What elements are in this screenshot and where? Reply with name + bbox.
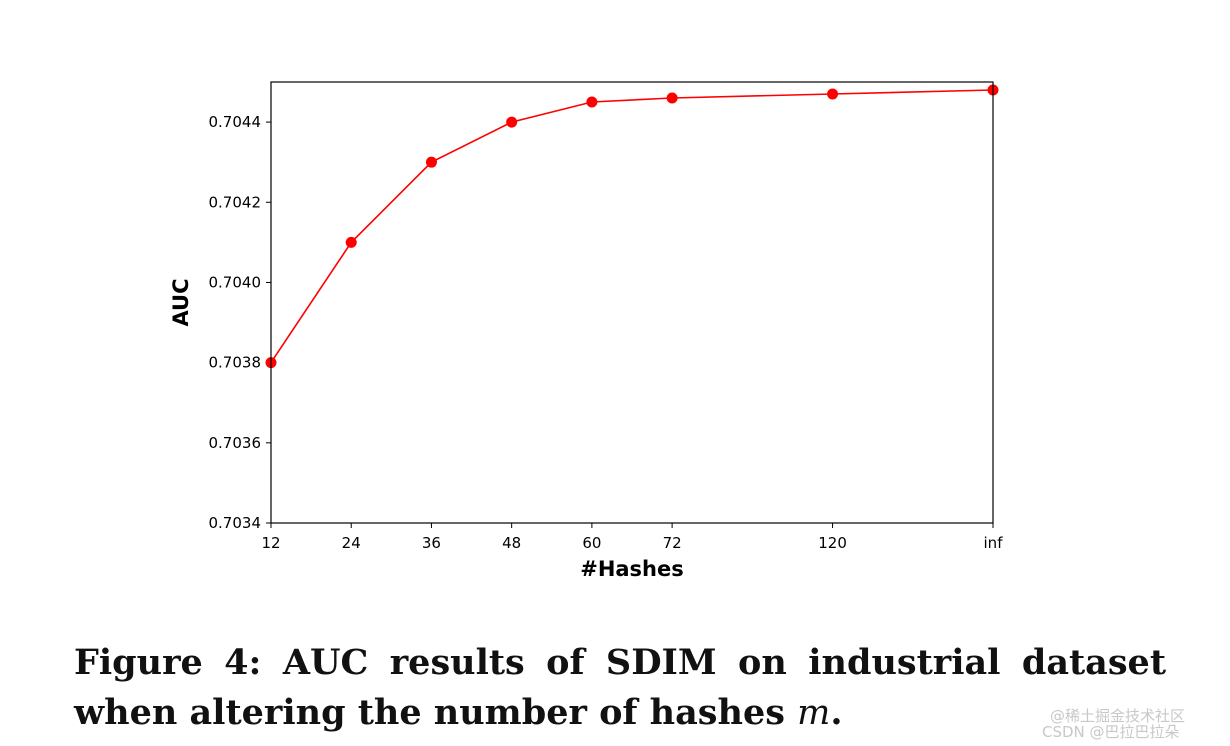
data-point — [425, 156, 437, 168]
figure-caption: Figure 4: AUC results of SDIM on industr… — [74, 638, 1166, 738]
plot-frame — [270, 81, 994, 524]
caption-variable: m — [797, 693, 831, 733]
auc-line-chart: 0.7034 0.7036 0.7038 0.7040 0.7042 0.7044 12 2… — [169, 81, 1003, 581]
data-point — [827, 88, 839, 100]
data-point — [345, 236, 357, 248]
x-tick-label: 36 — [422, 534, 441, 552]
y-axis-ticks: 0.7034 0.7036 0.7038 0.7040 0.7042 0.7044 — [209, 113, 271, 532]
data-point — [666, 92, 678, 104]
x-tick-label: inf — [984, 534, 1004, 552]
y-tick-label: 0.7044 — [209, 113, 262, 131]
watermark-juejin: @稀土掘金技术社区 — [1050, 707, 1186, 725]
y-tick-label: 0.7040 — [209, 273, 262, 291]
x-tick-label: 60 — [582, 534, 601, 552]
x-tick-label: 24 — [342, 534, 361, 552]
x-axis-title: #Hashes — [580, 557, 684, 581]
x-tick-label: 12 — [261, 534, 280, 552]
data-point — [506, 116, 518, 128]
y-tick-label: 0.7036 — [209, 434, 262, 452]
y-axis-title: AUC — [169, 278, 193, 326]
y-tick-label: 0.7034 — [209, 514, 262, 532]
y-tick-label: 0.7042 — [209, 193, 262, 211]
x-axis-ticks: 12 24 36 48 60 72 120 inf — [261, 523, 1003, 552]
x-tick-label: 48 — [502, 534, 521, 552]
y-tick-label: 0.7038 — [209, 354, 262, 372]
series-auc — [265, 84, 999, 369]
x-tick-label: 72 — [663, 534, 682, 552]
caption-text: Figure 4: AUC results of SDIM on industr… — [74, 642, 1166, 733]
data-point — [586, 96, 598, 108]
caption-end: . — [830, 692, 843, 733]
x-tick-label: 120 — [818, 534, 847, 552]
series-line — [270, 89, 994, 364]
watermark-csdn: CSDN @巴拉巴拉朵 — [1042, 723, 1180, 741]
